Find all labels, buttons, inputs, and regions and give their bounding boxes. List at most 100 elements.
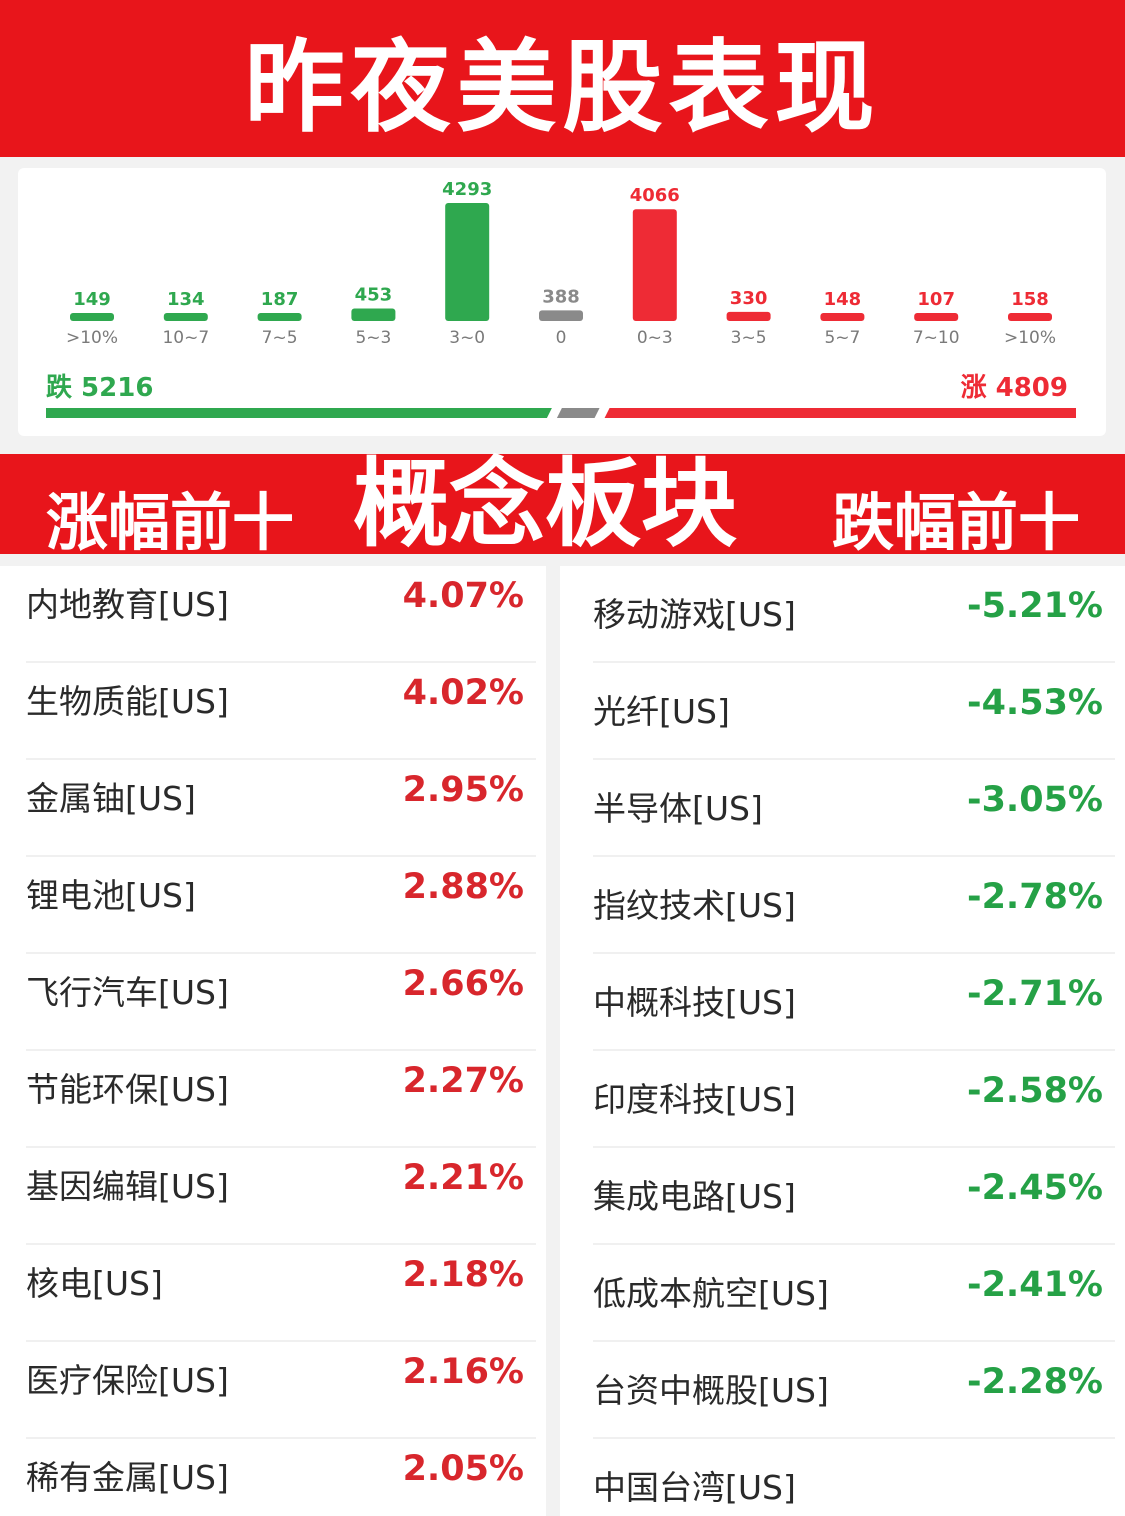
gainer-change-pct: 2.66% bbox=[402, 964, 524, 1004]
gainer-row[interactable]: 核电[US] 2.18% bbox=[0, 1245, 546, 1342]
gainers-list: 内地教育[US] 4.07% 生物质能[US] 4.02% 金属铀[US] 2.95% 锂电… bbox=[0, 566, 546, 1516]
loser-change-pct: -4.53% bbox=[967, 683, 1103, 723]
fall-total-label: 跌 5216 bbox=[46, 373, 153, 403]
gainer-change-pct: 2.27% bbox=[402, 1061, 524, 1101]
page-title: 昨夜美股表现 bbox=[244, 29, 881, 146]
loser-change-pct: -2.71% bbox=[967, 974, 1103, 1014]
row-divider bbox=[593, 661, 1115, 663]
bar-category-label: >10% bbox=[66, 328, 118, 348]
loser-row[interactable]: 半导体[US] -3.05% bbox=[560, 760, 1125, 857]
bar-category-label: 0~3 bbox=[637, 328, 673, 348]
losers-heading: 跌幅前十 bbox=[832, 486, 1081, 559]
chart-bar bbox=[726, 311, 771, 321]
gainer-row[interactable]: 生物质能[US] 4.02% bbox=[0, 663, 546, 760]
rise-total-label: 涨 4809 bbox=[961, 373, 1068, 403]
bar-category-label: 5~7 bbox=[824, 328, 860, 348]
bar-value-label: 388 bbox=[542, 286, 580, 307]
loser-sector-name: 低成本航空[US] bbox=[593, 1274, 829, 1313]
row-divider bbox=[593, 1340, 1115, 1342]
loser-row[interactable]: 台资中概股[US] -2.28% bbox=[560, 1342, 1125, 1439]
bar-value-label: 330 bbox=[730, 288, 768, 309]
gainer-row[interactable]: 稀有金属[US] 2.05% bbox=[0, 1439, 546, 1516]
bar-category-label: >10% bbox=[1004, 328, 1056, 348]
gainer-row[interactable]: 基因编辑[US] 2.21% bbox=[0, 1148, 546, 1245]
gainer-change-pct: 4.02% bbox=[402, 673, 524, 713]
row-divider bbox=[593, 758, 1115, 760]
chart-bar bbox=[914, 313, 959, 321]
gainer-row[interactable]: 金属铀[US] 2.95% bbox=[0, 760, 546, 857]
chart-bar bbox=[70, 313, 114, 321]
row-divider bbox=[26, 1437, 536, 1439]
gainer-row[interactable]: 锂电池[US] 2.88% bbox=[0, 857, 546, 954]
losers-list: 移动游戏[US] -5.21% 光纤[US] -4.53% 半导体[US] -3.05% 指… bbox=[560, 566, 1125, 1516]
loser-row[interactable]: 指纹技术[US] -2.78% bbox=[560, 857, 1125, 954]
gainer-change-pct: 2.18% bbox=[402, 1255, 524, 1295]
gainer-row[interactable]: 内地教育[US] 4.07% bbox=[0, 566, 546, 663]
bar-value-label: 149 bbox=[73, 289, 111, 310]
chart-bar bbox=[163, 313, 208, 321]
bar-category-label: 7~10 bbox=[913, 328, 960, 348]
chart-bar bbox=[539, 310, 583, 321]
gainer-row[interactable]: 节能环保[US] 2.27% bbox=[0, 1051, 546, 1148]
gainers-heading: 涨幅前十 bbox=[46, 486, 295, 559]
chart-bar bbox=[632, 209, 677, 321]
gainer-change-pct: 2.05% bbox=[402, 1449, 524, 1489]
row-divider bbox=[593, 1437, 1115, 1439]
distribution-chart: 149 >10% 134 10~7 187 7~5 453 5~3 4293 3~0 388 0 406… bbox=[18, 168, 1106, 436]
row-divider bbox=[26, 661, 536, 663]
gainer-sector-name: 锂电池[US] bbox=[26, 876, 196, 915]
row-divider bbox=[26, 952, 536, 954]
loser-row[interactable]: 集成电路[US] -2.45% bbox=[560, 1148, 1125, 1245]
row-divider bbox=[593, 1146, 1115, 1148]
loser-sector-name: 指纹技术[US] bbox=[593, 886, 796, 925]
gainer-sector-name: 金属铀[US] bbox=[26, 779, 196, 818]
gainer-change-pct: 2.16% bbox=[402, 1352, 524, 1392]
loser-row[interactable]: 中概科技[US] -2.71% bbox=[560, 954, 1125, 1051]
loser-row[interactable]: 光纤[US] -4.53% bbox=[560, 663, 1125, 760]
chart-bar bbox=[351, 308, 396, 321]
loser-sector-name: 中国台湾[US] bbox=[593, 1468, 796, 1507]
row-divider bbox=[26, 1340, 536, 1342]
loser-sector-name: 台资中概股[US] bbox=[593, 1371, 829, 1410]
bar-value-label: 453 bbox=[355, 285, 393, 306]
gainer-sector-name: 稀有金属[US] bbox=[26, 1458, 229, 1497]
bar-value-label: 134 bbox=[167, 289, 205, 310]
section-title: 概念板块 bbox=[353, 448, 737, 560]
gainer-sector-name: 内地教育[US] bbox=[26, 585, 229, 624]
bar-category-label: 7~5 bbox=[262, 328, 298, 348]
gainer-row[interactable]: 飞行汽车[US] 2.66% bbox=[0, 954, 546, 1051]
loser-row[interactable]: 移动游戏[US] -5.21% bbox=[560, 566, 1125, 663]
bar-category-label: 3~0 bbox=[449, 328, 485, 348]
row-divider bbox=[26, 1243, 536, 1245]
loser-sector-name: 半导体[US] bbox=[593, 789, 763, 828]
row-divider bbox=[26, 1049, 536, 1051]
loser-change-pct: -2.58% bbox=[967, 1071, 1103, 1111]
bar-value-label: 107 bbox=[917, 289, 955, 310]
flat-proportion-bar bbox=[556, 408, 600, 418]
loser-row[interactable]: 低成本航空[US] -2.41% bbox=[560, 1245, 1125, 1342]
chart-bar bbox=[445, 203, 490, 321]
gainer-change-pct: 2.21% bbox=[402, 1158, 524, 1198]
row-divider bbox=[593, 952, 1115, 954]
bar-category-label: 10~7 bbox=[162, 328, 209, 348]
distribution-chart-svg: 149 >10% 134 10~7 187 7~5 453 5~3 4293 3~0 388 0 406… bbox=[46, 179, 1076, 418]
gainer-sector-name: 飞行汽车[US] bbox=[26, 973, 229, 1012]
gainer-row[interactable]: 医疗保险[US] 2.16% bbox=[0, 1342, 546, 1439]
loser-sector-name: 移动游戏[US] bbox=[593, 595, 796, 634]
rise-proportion-bar bbox=[604, 408, 1076, 418]
loser-row[interactable]: 印度科技[US] -2.58% bbox=[560, 1051, 1125, 1148]
gainer-sector-name: 节能环保[US] bbox=[26, 1070, 229, 1109]
bar-category-label: 5~3 bbox=[355, 328, 391, 348]
loser-row[interactable]: 中国台湾[US] bbox=[560, 1439, 1125, 1516]
bar-value-label: 148 bbox=[824, 289, 862, 310]
loser-sector-name: 印度科技[US] bbox=[593, 1080, 796, 1119]
gainer-change-pct: 2.88% bbox=[402, 867, 524, 907]
fall-proportion-bar bbox=[46, 408, 552, 418]
row-divider bbox=[593, 1243, 1115, 1245]
row-divider bbox=[26, 1146, 536, 1148]
loser-change-pct: -2.41% bbox=[967, 1265, 1103, 1305]
section-banner: 涨幅前十 概念板块 跌幅前十 bbox=[0, 448, 1125, 560]
gainer-sector-name: 生物质能[US] bbox=[26, 682, 229, 721]
chart-bar bbox=[1008, 313, 1052, 321]
gainer-sector-name: 基因编辑[US] bbox=[26, 1167, 229, 1206]
